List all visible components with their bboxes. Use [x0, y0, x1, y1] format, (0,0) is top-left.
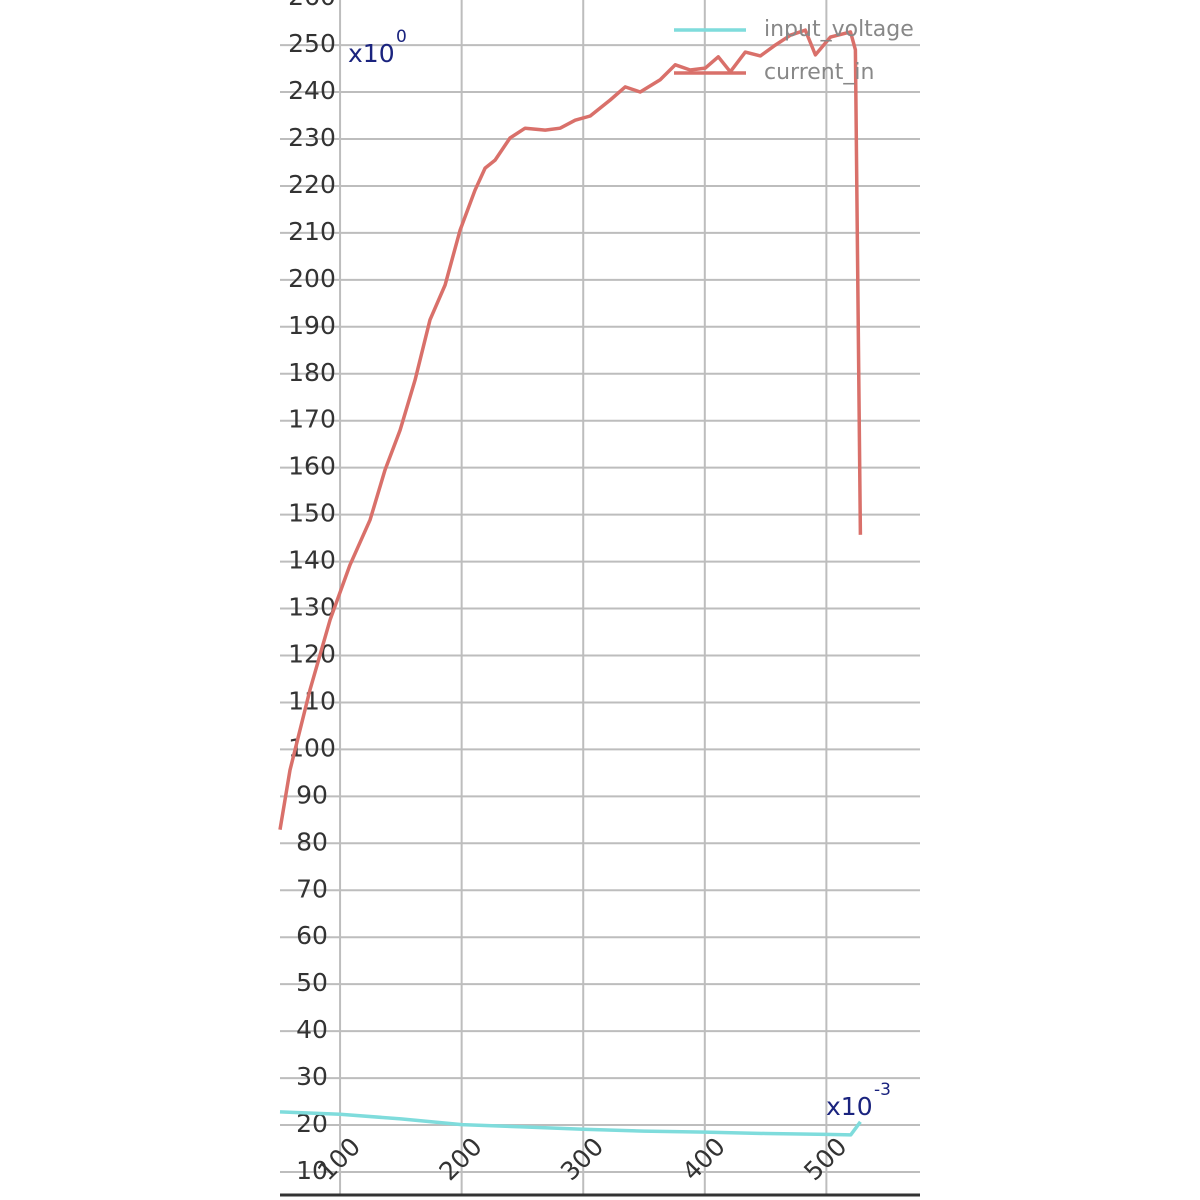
- legend-label: input_voltage: [764, 17, 914, 42]
- y-tick-label: 10: [296, 1156, 328, 1185]
- y-tick-label: 120: [288, 639, 336, 668]
- y-tick-label: 160: [288, 452, 336, 481]
- multiplier-exponent: -3: [874, 1080, 891, 1100]
- y-tick-label: 50: [296, 968, 328, 997]
- series-line: [278, 28, 863, 830]
- y-tick-label: 110: [288, 686, 336, 715]
- y-tick-label: 70: [296, 874, 328, 903]
- y-tick-label: 230: [288, 123, 336, 152]
- y-tick-label: 40: [296, 1015, 328, 1044]
- multiplier-exponent: 0: [396, 27, 407, 47]
- y-tick-label: 90: [296, 780, 328, 809]
- series-line: [279, 1110, 862, 1137]
- y-tick-label: 200: [288, 264, 336, 293]
- y-tick-label: 250: [288, 29, 336, 58]
- y-tick-label: 190: [288, 311, 336, 340]
- legend-label: current_in: [764, 60, 874, 85]
- y-tick-label: 220: [288, 170, 336, 199]
- y-tick-label: 210: [288, 217, 336, 246]
- y-tick-label: 80: [296, 827, 328, 856]
- y-tick-label: 150: [288, 499, 336, 528]
- y-tick-label: 60: [296, 921, 328, 950]
- y-tick-label: 240: [288, 76, 336, 105]
- y-tick-label: 140: [288, 546, 336, 575]
- y-tick-label: 30: [296, 1062, 328, 1091]
- y-tick-label: 260: [288, 0, 336, 11]
- y-tick-label: 170: [288, 405, 336, 434]
- y-tick-label: 180: [288, 358, 336, 387]
- multiplier: x10: [348, 39, 395, 68]
- y-tick-label: 130: [288, 593, 336, 622]
- multiplier: x10: [826, 1092, 873, 1121]
